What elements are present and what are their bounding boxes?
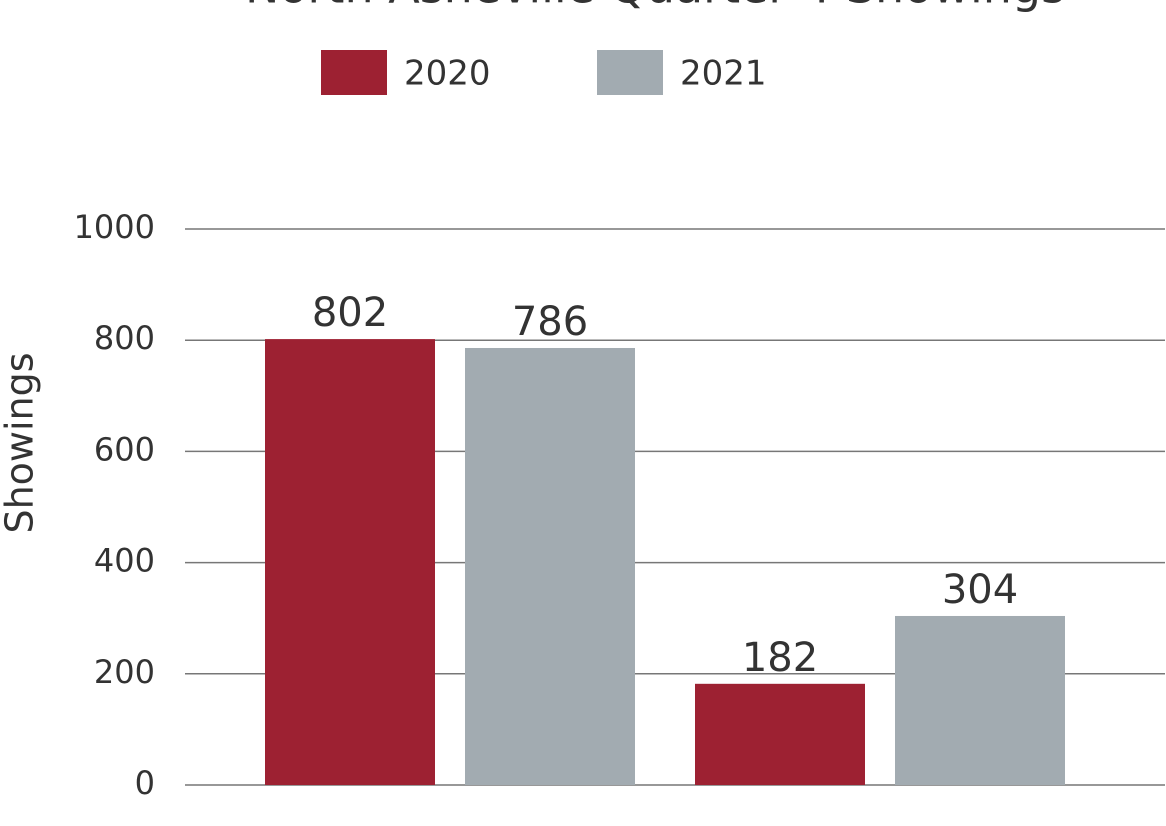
value-label: 786 (512, 299, 588, 345)
y-tick-label: 200 (94, 653, 155, 691)
y-tick-label: 1000 (74, 208, 155, 246)
legend-label: 2020 (404, 54, 491, 94)
bar (465, 347, 635, 785)
value-label: 802 (312, 290, 388, 336)
value-label: 304 (942, 567, 1018, 613)
y-tick-label: 800 (94, 319, 155, 357)
bar (895, 615, 1065, 785)
legend-label: 2021 (680, 54, 767, 94)
chart-title: North Asheville Quarter 4 Showings (245, 0, 1065, 14)
bar (695, 683, 865, 785)
value-label: 182 (742, 635, 818, 681)
bar (265, 339, 435, 785)
y-tick-label: 600 (94, 430, 155, 468)
y-tick-label: 0 (135, 764, 155, 802)
y-tick-label: 400 (94, 542, 155, 580)
y-axis-label: Showings (0, 352, 42, 533)
legend-swatch (321, 50, 387, 95)
legend-swatch (597, 50, 663, 95)
